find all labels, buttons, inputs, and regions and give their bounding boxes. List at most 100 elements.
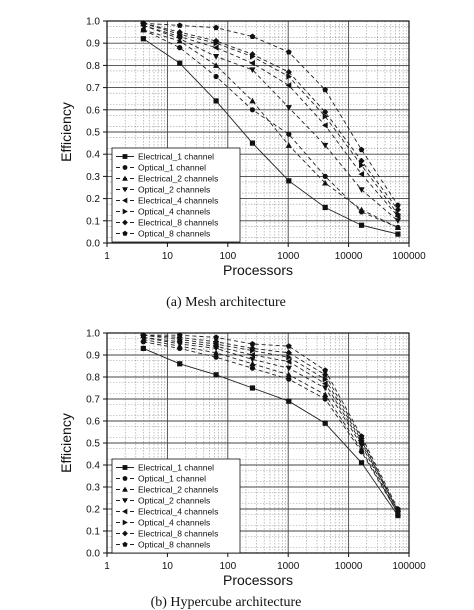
data-point	[286, 376, 292, 382]
data-point	[358, 206, 365, 213]
y-tick-label: 0.6	[86, 417, 100, 428]
data-point	[249, 365, 256, 371]
data-point	[286, 73, 292, 80]
data-point	[395, 506, 401, 512]
data-point	[322, 179, 329, 186]
x-tick-label: 10	[162, 251, 174, 262]
data-point	[176, 332, 183, 338]
data-point	[213, 372, 219, 378]
y-tick-label: 0.8	[86, 61, 100, 72]
data-point	[177, 60, 183, 66]
y-tick-label: 0.4	[86, 461, 100, 472]
x-tick-label: 10000	[335, 251, 363, 262]
legend-item: Optical_2 channels	[116, 185, 210, 195]
data-point	[212, 44, 219, 51]
data-point	[140, 345, 146, 351]
y-tick-label: 0.1	[86, 527, 100, 538]
legend-marker	[122, 230, 128, 236]
data-point	[176, 22, 183, 28]
legend-item: Optical_1 channel	[116, 474, 206, 484]
y-tick-label: 1.0	[86, 329, 100, 340]
x-tick-label: 1000	[277, 561, 300, 572]
y-tick-label: 0.0	[86, 549, 100, 560]
legend-label: Optical_8 channels	[138, 540, 210, 550]
series-line	[143, 22, 399, 206]
data-point	[358, 171, 365, 178]
series-line	[143, 334, 399, 512]
series-line	[143, 25, 399, 217]
legend-item: Electrical_1 channel	[116, 463, 214, 473]
data-point	[177, 361, 183, 367]
legend-label: Electrical_8 channels	[138, 218, 218, 228]
legend-marker	[122, 541, 128, 547]
data-point	[249, 51, 256, 58]
data-point	[286, 131, 292, 137]
data-point	[322, 113, 329, 120]
series-line	[143, 22, 399, 215]
data-point	[213, 73, 219, 80]
data-point	[249, 341, 256, 347]
y-tick-label: 0.5	[86, 128, 100, 139]
data-point	[322, 108, 329, 116]
y-tick-label: 0.0	[86, 239, 100, 250]
data-point	[322, 385, 329, 392]
data-point	[395, 231, 401, 237]
data-point	[249, 107, 256, 113]
x-tick-label: 100	[219, 251, 236, 262]
legend-marker	[122, 187, 128, 193]
data-point	[285, 371, 292, 378]
x-tick-label: 1000	[277, 251, 300, 262]
data-point	[322, 122, 328, 129]
data-point	[322, 420, 328, 426]
series-line	[143, 339, 399, 514]
legend-label: Optical_2 channels	[138, 185, 210, 195]
legend-label: Optical_4 channels	[138, 518, 210, 528]
series-line	[143, 341, 399, 514]
series-1	[140, 36, 401, 237]
data-point	[358, 446, 365, 453]
legend-box	[111, 458, 241, 554]
data-point	[322, 371, 329, 378]
y-tick-label: 0.5	[86, 439, 100, 450]
data-point	[249, 67, 256, 73]
x-tick-label: 10000	[335, 561, 363, 572]
y-tick-label: 0.3	[86, 483, 100, 494]
y-tick-label: 0.9	[86, 351, 100, 362]
data-point	[249, 140, 256, 146]
y-tick-label: 0.4	[86, 150, 100, 161]
data-point	[394, 206, 402, 213]
x-axis-label: Processors	[223, 262, 293, 278]
legend-label: Electrical_2 channels	[138, 485, 218, 495]
data-point	[285, 358, 292, 365]
data-point	[322, 142, 329, 149]
legend-item: Electrical_2 channels	[116, 485, 218, 495]
data-point	[212, 54, 220, 60]
legend-marker	[122, 508, 128, 515]
legend-label: Optical_8 channels	[138, 229, 210, 239]
data-point	[286, 178, 292, 184]
y-axis-label: Efficiency	[58, 413, 74, 473]
x-tick-label: 1	[104, 251, 110, 262]
series-line	[143, 25, 399, 222]
data-point	[285, 49, 292, 55]
legend-box	[111, 147, 241, 243]
data-point	[213, 354, 219, 360]
data-point	[358, 460, 365, 466]
y-tick-label: 0.1	[86, 216, 100, 227]
y-tick-label: 0.8	[86, 373, 100, 384]
series-line	[143, 336, 399, 514]
legend-item: Optical_4 channels	[116, 207, 210, 217]
x-tick-label: 100	[219, 561, 236, 572]
y-tick-label: 0.2	[86, 194, 100, 205]
x-tick-label: 100000	[392, 251, 426, 262]
y-tick-label: 0.9	[86, 39, 100, 50]
series-line	[143, 38, 399, 235]
data-point	[285, 82, 292, 89]
legend-item: Optical_4 channels	[116, 518, 210, 528]
legend-label: Optical_4 channels	[138, 207, 210, 217]
legend-item: Optical_8 channels	[116, 540, 210, 550]
series-1	[140, 345, 401, 519]
legend-marker	[122, 476, 128, 481]
